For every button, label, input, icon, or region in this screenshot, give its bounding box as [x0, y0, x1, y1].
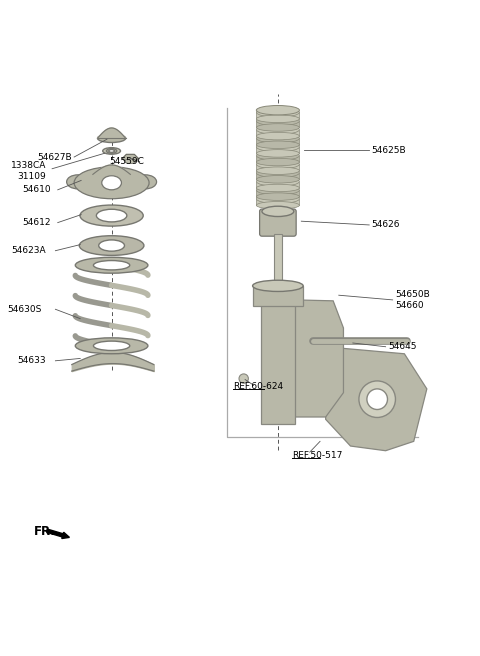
Ellipse shape	[256, 167, 300, 174]
Bar	[256, 138, 300, 145]
Ellipse shape	[256, 158, 300, 166]
Polygon shape	[295, 300, 344, 417]
FancyBboxPatch shape	[260, 209, 296, 236]
Ellipse shape	[256, 133, 300, 140]
Ellipse shape	[256, 177, 300, 186]
Bar	[256, 190, 300, 197]
Ellipse shape	[256, 124, 300, 131]
Ellipse shape	[75, 338, 148, 354]
Bar	[261, 286, 295, 424]
Ellipse shape	[256, 141, 300, 148]
Ellipse shape	[239, 374, 248, 383]
Ellipse shape	[74, 167, 149, 199]
Ellipse shape	[97, 134, 126, 142]
Polygon shape	[122, 154, 138, 163]
Bar	[256, 182, 300, 188]
Ellipse shape	[256, 150, 300, 157]
Ellipse shape	[256, 108, 300, 117]
Ellipse shape	[134, 175, 156, 189]
Polygon shape	[325, 347, 427, 451]
Bar	[256, 155, 300, 162]
Bar	[256, 121, 300, 127]
Text: 54627B: 54627B	[37, 153, 72, 161]
Bar	[256, 130, 300, 136]
Polygon shape	[93, 165, 131, 174]
Bar	[274, 234, 282, 286]
Ellipse shape	[80, 205, 143, 226]
Text: 54623A: 54623A	[12, 246, 46, 255]
Ellipse shape	[102, 176, 121, 190]
Text: 54626: 54626	[372, 220, 400, 230]
Ellipse shape	[256, 159, 300, 169]
Ellipse shape	[256, 151, 300, 160]
Ellipse shape	[256, 176, 300, 183]
Ellipse shape	[103, 148, 120, 154]
Ellipse shape	[256, 201, 300, 209]
Bar	[256, 112, 300, 119]
Text: REF.50-517: REF.50-517	[292, 451, 342, 460]
Ellipse shape	[125, 159, 136, 163]
Polygon shape	[97, 128, 126, 138]
Ellipse shape	[67, 175, 89, 189]
Ellipse shape	[109, 150, 114, 152]
Ellipse shape	[99, 240, 124, 251]
Ellipse shape	[107, 149, 117, 154]
Ellipse shape	[256, 186, 300, 195]
Text: 54610: 54610	[22, 185, 51, 194]
Text: 54625B: 54625B	[372, 146, 406, 155]
Bar	[252, 286, 303, 306]
Ellipse shape	[367, 389, 387, 409]
Ellipse shape	[256, 194, 300, 203]
Text: 54633: 54633	[17, 356, 46, 365]
Text: 54630S: 54630S	[7, 305, 41, 314]
Text: 54645: 54645	[388, 342, 417, 351]
Bar	[256, 199, 300, 205]
Ellipse shape	[75, 257, 148, 273]
Ellipse shape	[94, 341, 130, 350]
Bar	[256, 173, 300, 179]
Ellipse shape	[256, 106, 300, 115]
Ellipse shape	[256, 115, 300, 123]
Bar	[256, 164, 300, 171]
Text: FR.: FR.	[34, 525, 56, 539]
Ellipse shape	[359, 381, 396, 417]
Text: 54559C: 54559C	[109, 157, 144, 166]
Polygon shape	[47, 529, 70, 539]
Ellipse shape	[94, 260, 130, 270]
Ellipse shape	[256, 184, 300, 192]
Ellipse shape	[256, 116, 300, 126]
Ellipse shape	[262, 206, 294, 216]
Ellipse shape	[256, 125, 300, 134]
Ellipse shape	[256, 193, 300, 200]
Text: REF.60-624: REF.60-624	[233, 382, 284, 391]
Text: 54612: 54612	[22, 218, 51, 227]
Ellipse shape	[256, 134, 300, 143]
Text: 54650B
54660: 54650B 54660	[395, 290, 430, 310]
Ellipse shape	[256, 168, 300, 178]
Ellipse shape	[79, 236, 144, 255]
Ellipse shape	[256, 142, 300, 152]
Text: 1338CA
31109: 1338CA 31109	[11, 161, 46, 181]
Ellipse shape	[96, 209, 127, 222]
Bar	[256, 147, 300, 154]
Ellipse shape	[252, 280, 303, 291]
